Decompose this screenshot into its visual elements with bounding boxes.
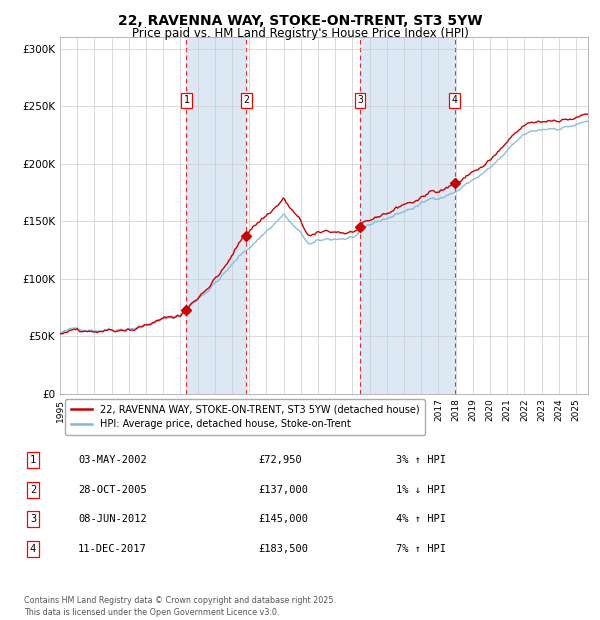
Bar	[187, 37, 246, 394]
Text: 11-DEC-2017: 11-DEC-2017	[78, 544, 147, 554]
Text: 1: 1	[30, 455, 36, 465]
Text: 2: 2	[244, 95, 249, 105]
Text: 1: 1	[184, 95, 190, 105]
Text: 3% ↑ HPI: 3% ↑ HPI	[396, 455, 446, 465]
Text: £72,950: £72,950	[258, 455, 302, 465]
Text: Contains HM Land Registry data © Crown copyright and database right 2025.
This d: Contains HM Land Registry data © Crown c…	[24, 596, 336, 617]
Text: Price paid vs. HM Land Registry's House Price Index (HPI): Price paid vs. HM Land Registry's House …	[131, 27, 469, 40]
Text: 2: 2	[30, 485, 36, 495]
Text: 4% ↑ HPI: 4% ↑ HPI	[396, 514, 446, 524]
Text: 3: 3	[30, 514, 36, 524]
Bar	[360, 37, 455, 394]
Text: 7% ↑ HPI: 7% ↑ HPI	[396, 544, 446, 554]
Text: 4: 4	[452, 95, 458, 105]
Text: 4: 4	[30, 544, 36, 554]
Text: £183,500: £183,500	[258, 544, 308, 554]
Text: £145,000: £145,000	[258, 514, 308, 524]
Legend: 22, RAVENNA WAY, STOKE-ON-TRENT, ST3 5YW (detached house), HPI: Average price, d: 22, RAVENNA WAY, STOKE-ON-TRENT, ST3 5YW…	[65, 399, 425, 435]
Text: £137,000: £137,000	[258, 485, 308, 495]
Text: 1% ↓ HPI: 1% ↓ HPI	[396, 485, 446, 495]
Text: 03-MAY-2002: 03-MAY-2002	[78, 455, 147, 465]
Text: 28-OCT-2005: 28-OCT-2005	[78, 485, 147, 495]
Text: 08-JUN-2012: 08-JUN-2012	[78, 514, 147, 524]
Text: 22, RAVENNA WAY, STOKE-ON-TRENT, ST3 5YW: 22, RAVENNA WAY, STOKE-ON-TRENT, ST3 5YW	[118, 14, 482, 28]
Text: 3: 3	[357, 95, 363, 105]
